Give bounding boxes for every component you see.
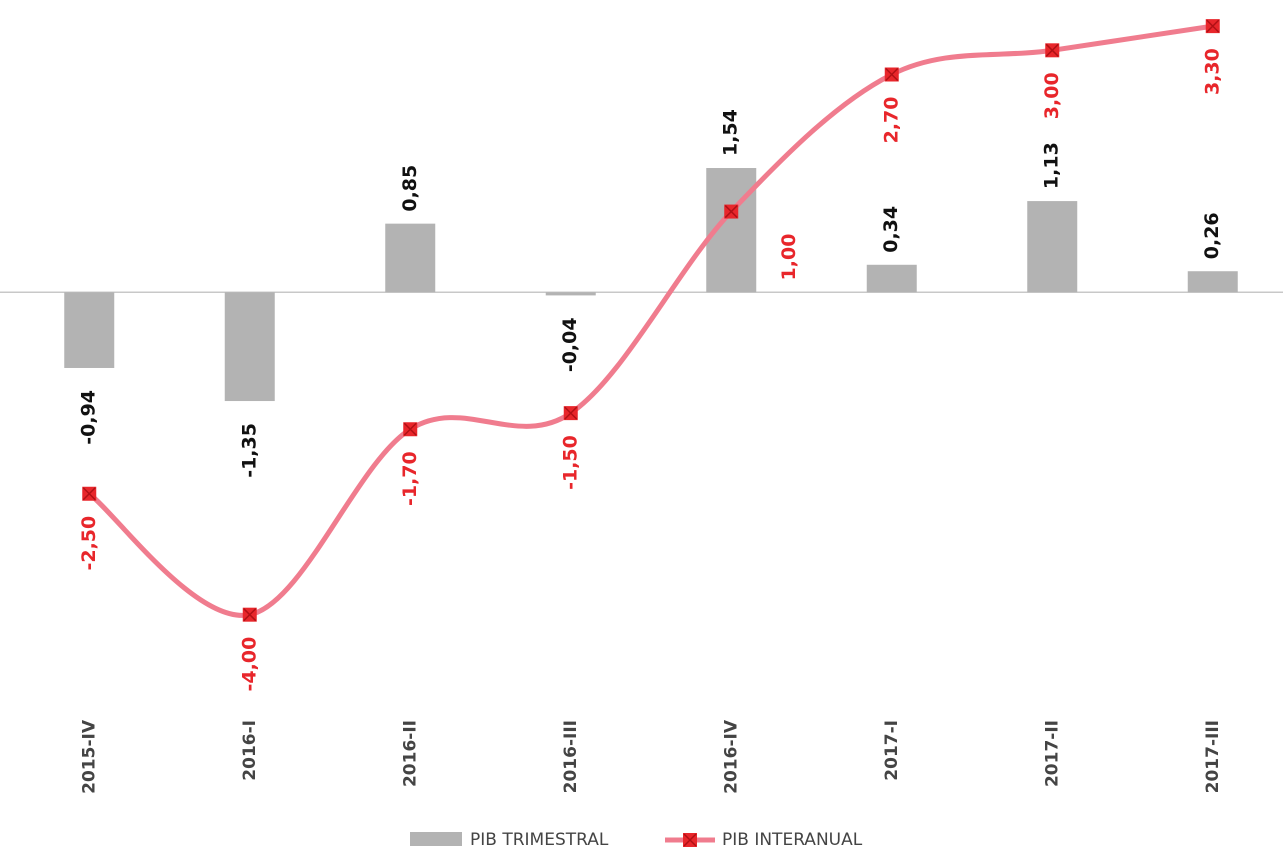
marker [1205,19,1220,34]
marker [683,833,697,847]
bar-label: -0,04 [559,317,581,372]
marker [563,406,578,421]
line-label: -1,70 [399,451,421,506]
bar [1187,271,1238,293]
x-tick-label: 2016-IV [721,719,741,794]
marker [884,67,899,82]
marker [1045,43,1060,58]
bar-label: 1,54 [720,109,742,156]
line-label: 3,00 [1041,72,1063,119]
marker [242,607,257,622]
marker [82,486,97,501]
line [87,23,1214,618]
marker-cross [885,67,899,82]
x-tick-label: 2016-I [240,720,260,781]
line-label: 1,00 [778,234,800,281]
marker-cross [243,608,257,622]
marker [403,422,418,437]
marker-cross [724,205,738,219]
line-label: -2,50 [78,516,100,571]
bar-label: 0,85 [399,165,421,212]
bar [64,292,115,368]
x-tick-label: 2017-II [1042,720,1062,787]
bar-label: 1,13 [1041,142,1063,189]
x-tick-label: 2017-III [1203,720,1223,793]
legend-label: PIB TRIMESTRAL [470,830,609,850]
marker-cross [1045,43,1059,57]
bar-label: -1,35 [238,423,260,478]
legend-swatch [410,832,462,846]
bar-label: 0,34 [880,206,902,253]
x-tick-label: 2017-I [882,720,902,781]
marker-cross [564,406,578,420]
legend-label: PIB INTERANUAL [722,830,863,850]
bar [224,292,275,402]
bar-label: 0,26 [1201,212,1223,259]
bar [385,223,436,293]
bar [866,264,917,293]
bar [545,292,596,296]
x-tick-label: 2015-IV [79,719,99,794]
bar-label: -0,94 [78,390,100,445]
line-label: 3,30 [1201,48,1223,95]
marker-cross [403,422,417,436]
marker-cross [1206,19,1220,33]
bar [1027,201,1078,293]
x-tick-label: 2016-III [561,720,581,793]
x-tick-label: 2016-II [400,720,420,787]
line-label: -4,00 [238,637,260,692]
marker-cross [82,487,96,501]
line-label: 2,70 [880,97,902,144]
marker [724,204,739,219]
line-label: -1,50 [559,435,581,490]
marker-cross [683,833,697,847]
